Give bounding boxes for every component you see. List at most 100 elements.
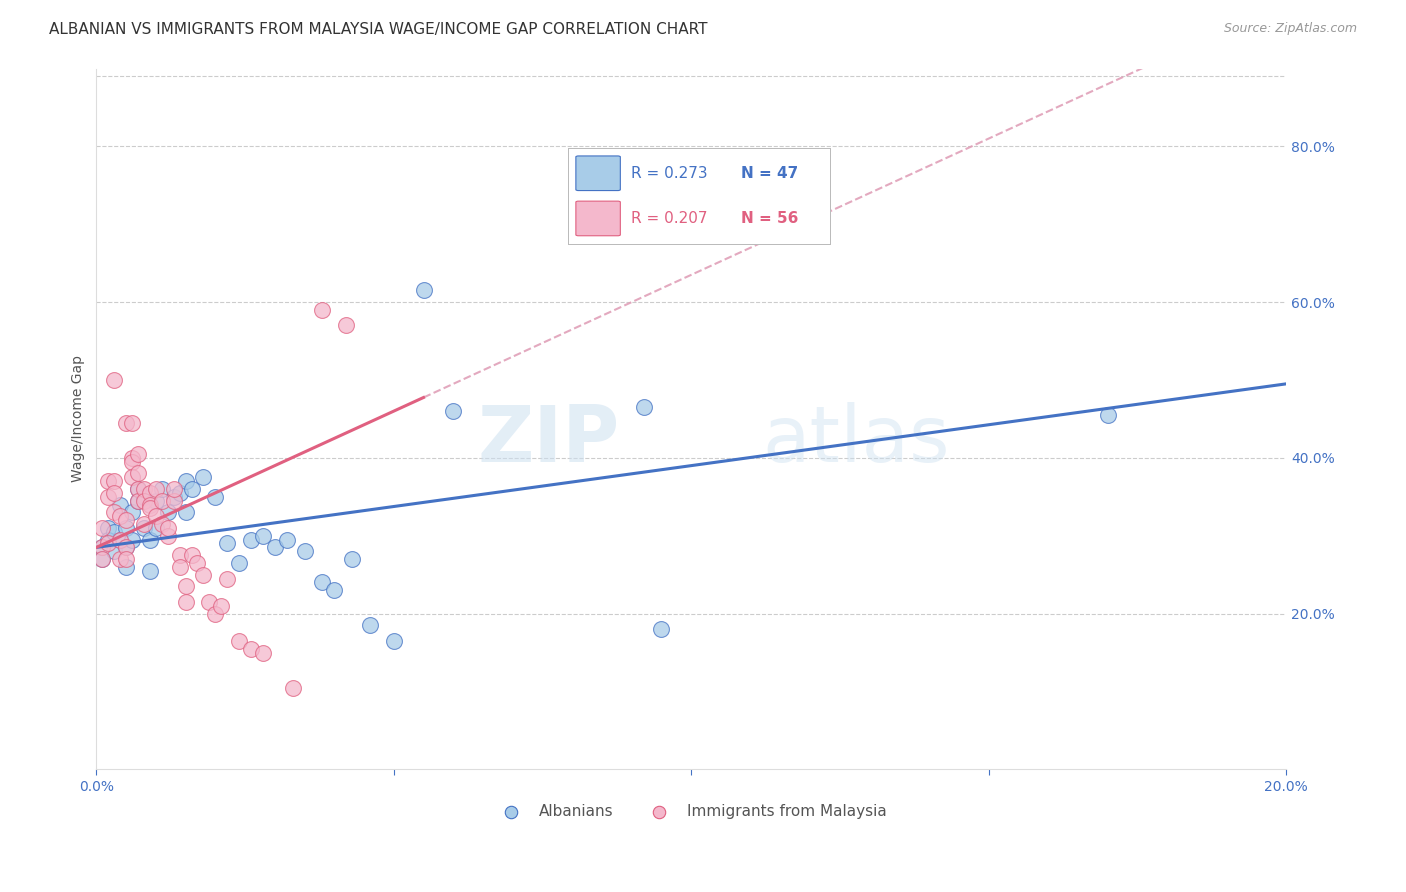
Point — [209, 599, 232, 613]
Point — [91, 541, 114, 555]
Point — [633, 401, 655, 415]
Point — [359, 618, 381, 632]
Point — [174, 579, 197, 593]
Point — [139, 564, 162, 578]
Point — [156, 505, 179, 519]
FancyBboxPatch shape — [576, 201, 620, 235]
Point — [97, 521, 120, 535]
Y-axis label: Wage/Income Gap: Wage/Income Gap — [72, 355, 86, 483]
Point — [115, 552, 138, 566]
Point — [323, 583, 346, 598]
Point — [115, 416, 138, 430]
Point — [127, 482, 149, 496]
Point — [294, 544, 316, 558]
Point — [252, 646, 274, 660]
Point — [335, 318, 357, 333]
Point — [91, 552, 114, 566]
Point — [97, 536, 120, 550]
Point — [108, 552, 131, 566]
Point — [108, 533, 131, 547]
Point — [169, 559, 191, 574]
Point — [91, 521, 114, 535]
Point — [115, 513, 138, 527]
Point — [97, 533, 120, 547]
Point — [132, 482, 155, 496]
Point — [145, 482, 167, 496]
Point — [156, 521, 179, 535]
Point — [169, 486, 191, 500]
Point — [145, 509, 167, 524]
Point — [127, 467, 149, 481]
Point — [441, 404, 464, 418]
Point — [412, 284, 434, 298]
FancyBboxPatch shape — [576, 156, 620, 191]
Point — [180, 482, 202, 496]
Point — [103, 524, 125, 539]
Text: R = 0.207: R = 0.207 — [631, 211, 707, 226]
Point — [169, 548, 191, 562]
Text: ZIP: ZIP — [478, 402, 620, 478]
Point — [127, 482, 149, 496]
Point — [132, 490, 155, 504]
Point — [156, 529, 179, 543]
Point — [97, 474, 120, 488]
Point — [139, 486, 162, 500]
Point — [103, 474, 125, 488]
Point — [121, 416, 143, 430]
Point — [132, 521, 155, 535]
Point — [91, 552, 114, 566]
Point — [150, 493, 173, 508]
Point — [150, 482, 173, 496]
Point — [228, 633, 250, 648]
Point — [132, 493, 155, 508]
Text: N = 47: N = 47 — [741, 166, 797, 181]
Point — [186, 556, 208, 570]
Point — [263, 541, 285, 555]
Point — [240, 533, 263, 547]
Point — [145, 493, 167, 508]
Point — [650, 622, 672, 636]
Text: R = 0.273: R = 0.273 — [631, 166, 707, 181]
Point — [103, 505, 125, 519]
Point — [108, 533, 131, 547]
Legend: Albanians, Immigrants from Malaysia: Albanians, Immigrants from Malaysia — [489, 797, 893, 825]
Point — [252, 529, 274, 543]
Point — [127, 493, 149, 508]
Point — [97, 490, 120, 504]
Point — [281, 681, 304, 695]
Point — [311, 302, 333, 317]
Point — [115, 521, 138, 535]
Point — [145, 521, 167, 535]
Point — [174, 595, 197, 609]
Point — [163, 482, 186, 496]
Point — [127, 493, 149, 508]
Point — [193, 470, 215, 484]
Point — [180, 548, 202, 562]
Point — [382, 633, 405, 648]
Text: Source: ZipAtlas.com: Source: ZipAtlas.com — [1223, 22, 1357, 36]
Point — [204, 607, 226, 621]
Point — [1097, 408, 1119, 422]
Point — [127, 447, 149, 461]
Point — [121, 505, 143, 519]
Point — [121, 450, 143, 465]
Text: N = 56: N = 56 — [741, 211, 799, 226]
Point — [163, 493, 186, 508]
Point — [139, 533, 162, 547]
Point — [150, 516, 173, 531]
Point — [240, 641, 263, 656]
Point — [340, 552, 363, 566]
Point — [276, 533, 298, 547]
Point — [198, 595, 221, 609]
Point — [121, 533, 143, 547]
Point — [121, 455, 143, 469]
Point — [174, 505, 197, 519]
Point — [311, 575, 333, 590]
Point — [132, 516, 155, 531]
Point — [115, 541, 138, 555]
Point — [193, 567, 215, 582]
Point — [115, 541, 138, 555]
Point — [139, 498, 162, 512]
Text: atlas: atlas — [762, 402, 950, 478]
Point — [121, 470, 143, 484]
